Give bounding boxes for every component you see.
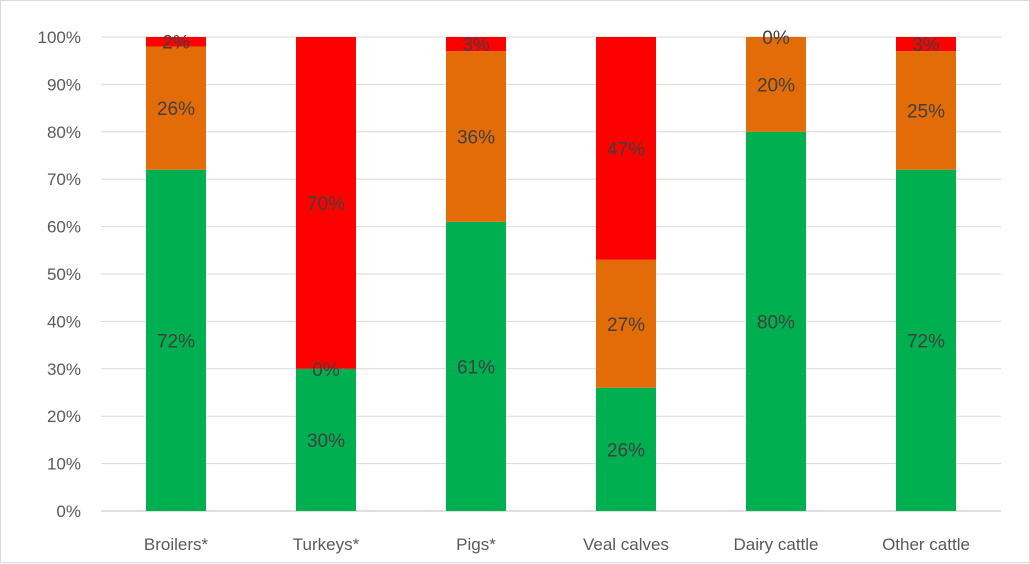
x-axis-categories: Broilers* Turkeys* Pigs* Veal calves Dairy c… [144, 535, 970, 554]
y-tick-label: 30% [47, 360, 81, 379]
data-label: 25% [907, 101, 945, 122]
data-label: 36% [457, 128, 495, 149]
data-label: 20% [757, 75, 795, 96]
category-label: Veal calves [583, 535, 669, 554]
data-label: 3% [912, 35, 940, 56]
bar-segment [896, 169, 956, 511]
data-label: 0% [762, 28, 790, 49]
data-label: 26% [607, 440, 645, 461]
category-label: Other cattle [882, 535, 970, 554]
bar-segment [446, 51, 506, 222]
category-label: Dairy cattle [733, 535, 818, 554]
y-tick-label: 80% [47, 123, 81, 142]
data-label: 2% [162, 33, 190, 54]
y-axis-ticks: 0% 10% 20% 30% 40% 50% 60% 70% 80% 90% 100% [38, 28, 81, 521]
data-label: 27% [607, 315, 645, 336]
bar-segment [746, 131, 806, 512]
bar-segment [596, 37, 656, 260]
y-tick-label: 90% [47, 75, 81, 94]
category-label: Turkeys* [293, 535, 360, 554]
data-label: 47% [607, 139, 645, 160]
bar-segment [446, 221, 506, 512]
bar-segment [746, 37, 806, 132]
y-tick-label: 50% [47, 265, 81, 284]
y-tick-label: 100% [38, 28, 81, 47]
y-tick-label: 0% [56, 502, 81, 521]
bar-segment [596, 259, 656, 388]
data-labels: 72% 26% 2% 30% 0% 70% 61% 36% 3% 26% 27% 47% 80% 20% 0… [157, 28, 945, 461]
data-label: 0% [312, 360, 340, 381]
bar-segment [896, 51, 956, 170]
data-label: 72% [907, 331, 945, 352]
data-label: 70% [307, 194, 345, 215]
y-tick-label: 10% [47, 455, 81, 474]
data-label: 72% [157, 331, 195, 352]
bar-segment [446, 37, 506, 52]
y-tick-label: 70% [47, 170, 81, 189]
gridlines [101, 36, 1001, 512]
bar-segment [146, 37, 206, 47]
bar-segment [896, 37, 956, 52]
data-label: 3% [462, 35, 490, 56]
y-tick-label: 20% [47, 407, 81, 426]
bar-segment [146, 169, 206, 511]
bar-segment [596, 387, 656, 511]
bar-segment [296, 37, 356, 369]
data-label: 26% [157, 99, 195, 120]
y-tick-label: 40% [47, 312, 81, 331]
category-label: Broilers* [144, 535, 209, 554]
bar-segment [296, 368, 356, 511]
category-label: Pigs* [456, 535, 496, 554]
data-label: 30% [307, 431, 345, 452]
data-label: 80% [757, 312, 795, 333]
y-tick-label: 60% [47, 218, 81, 237]
data-label: 61% [457, 357, 495, 378]
bars [146, 37, 956, 512]
bar-segment [146, 46, 206, 170]
